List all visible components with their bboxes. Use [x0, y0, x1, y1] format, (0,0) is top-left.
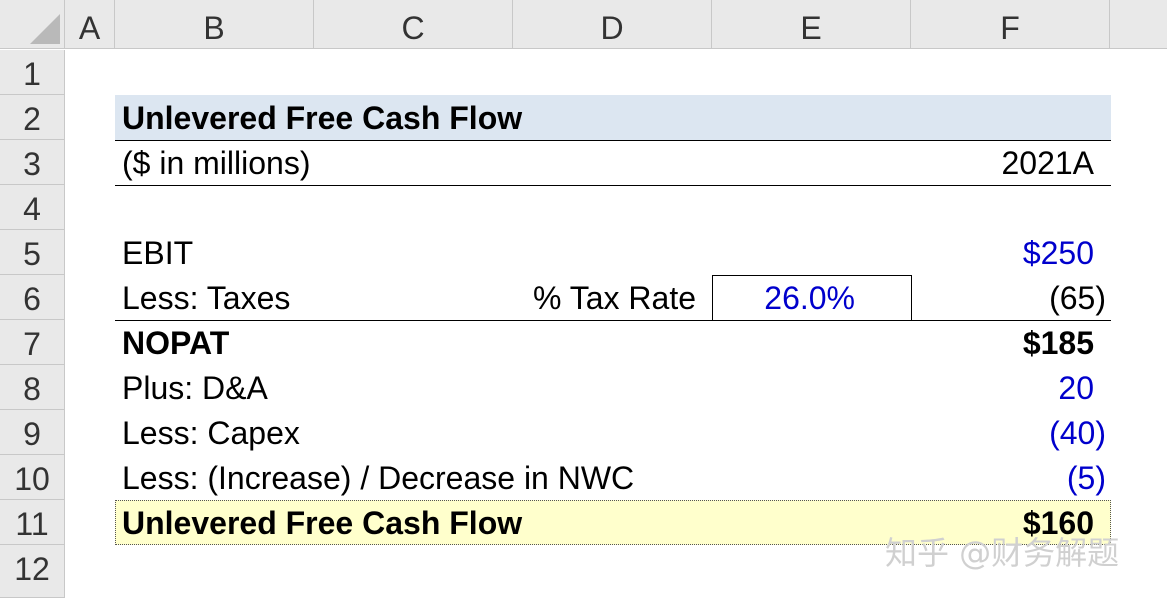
row-header-7[interactable]: 7 — [0, 320, 65, 365]
ebit-label[interactable]: EBIT — [122, 235, 194, 271]
column-header-c[interactable]: C — [314, 0, 513, 49]
row-header-1[interactable]: 1 — [0, 50, 65, 95]
row-header-9[interactable]: 9 — [0, 410, 65, 455]
tax-rate-input[interactable]: 26.0% — [764, 280, 855, 316]
column-header-f[interactable]: F — [911, 0, 1110, 49]
nwc-label[interactable]: Less: (Increase) / Decrease in NWC — [122, 460, 635, 496]
row-header-11[interactable]: 11 — [0, 500, 65, 545]
title-cell[interactable]: Unlevered Free Cash Flow — [122, 100, 523, 136]
nwc-value[interactable]: (5) — [1066, 460, 1106, 496]
nopat-top-border — [115, 320, 1111, 321]
column-header-b[interactable]: B — [115, 0, 314, 49]
total-band — [115, 500, 1111, 545]
row-header-4[interactable]: 4 — [0, 185, 65, 230]
nopat-value[interactable]: $185 — [1022, 325, 1094, 361]
tax-rate-label[interactable]: % Tax Rate — [532, 280, 696, 316]
row-header-6[interactable]: 6 — [0, 275, 65, 320]
nopat-label[interactable]: NOPAT — [122, 325, 230, 361]
tax-rate-box-left — [712, 275, 713, 321]
ufcf-label[interactable]: Unlevered Free Cash Flow — [122, 505, 523, 541]
tax-rate-box-top — [712, 275, 912, 276]
ebit-value[interactable]: $250 — [1022, 235, 1094, 271]
units-cell[interactable]: ($ in millions) — [122, 145, 311, 181]
select-all-triangle-icon — [30, 14, 60, 44]
row-header-8[interactable]: 8 — [0, 365, 65, 410]
watermark-text: 知乎 @财务解题 — [885, 534, 1120, 572]
row-header-10[interactable]: 10 — [0, 455, 65, 500]
da-label[interactable]: Plus: D&A — [122, 370, 268, 406]
tax-rate-box-right — [911, 275, 912, 321]
capex-value[interactable]: (40) — [1049, 415, 1106, 451]
title-band — [115, 95, 1111, 140]
row-header-2[interactable]: 2 — [0, 95, 65, 140]
column-header-d[interactable]: D — [513, 0, 712, 49]
units-bottom-border — [115, 185, 1111, 186]
period-cell[interactable]: 2021A — [1001, 145, 1094, 181]
column-header-e[interactable]: E — [712, 0, 911, 49]
da-value[interactable]: 20 — [1058, 370, 1094, 406]
column-header-next[interactable] — [1110, 0, 1167, 49]
row-header-3[interactable]: 3 — [0, 140, 65, 185]
column-header-a[interactable]: A — [65, 0, 115, 49]
select-all-corner[interactable] — [0, 0, 65, 49]
ufcf-value[interactable]: $160 — [1022, 505, 1094, 541]
taxes-value[interactable]: (65) — [1049, 280, 1106, 316]
title-bottom-border — [115, 140, 1111, 141]
row-header-5[interactable]: 5 — [0, 230, 65, 275]
capex-label[interactable]: Less: Capex — [122, 415, 300, 451]
row-header-12[interactable]: 12 — [0, 545, 65, 598]
taxes-label[interactable]: Less: Taxes — [122, 280, 291, 316]
